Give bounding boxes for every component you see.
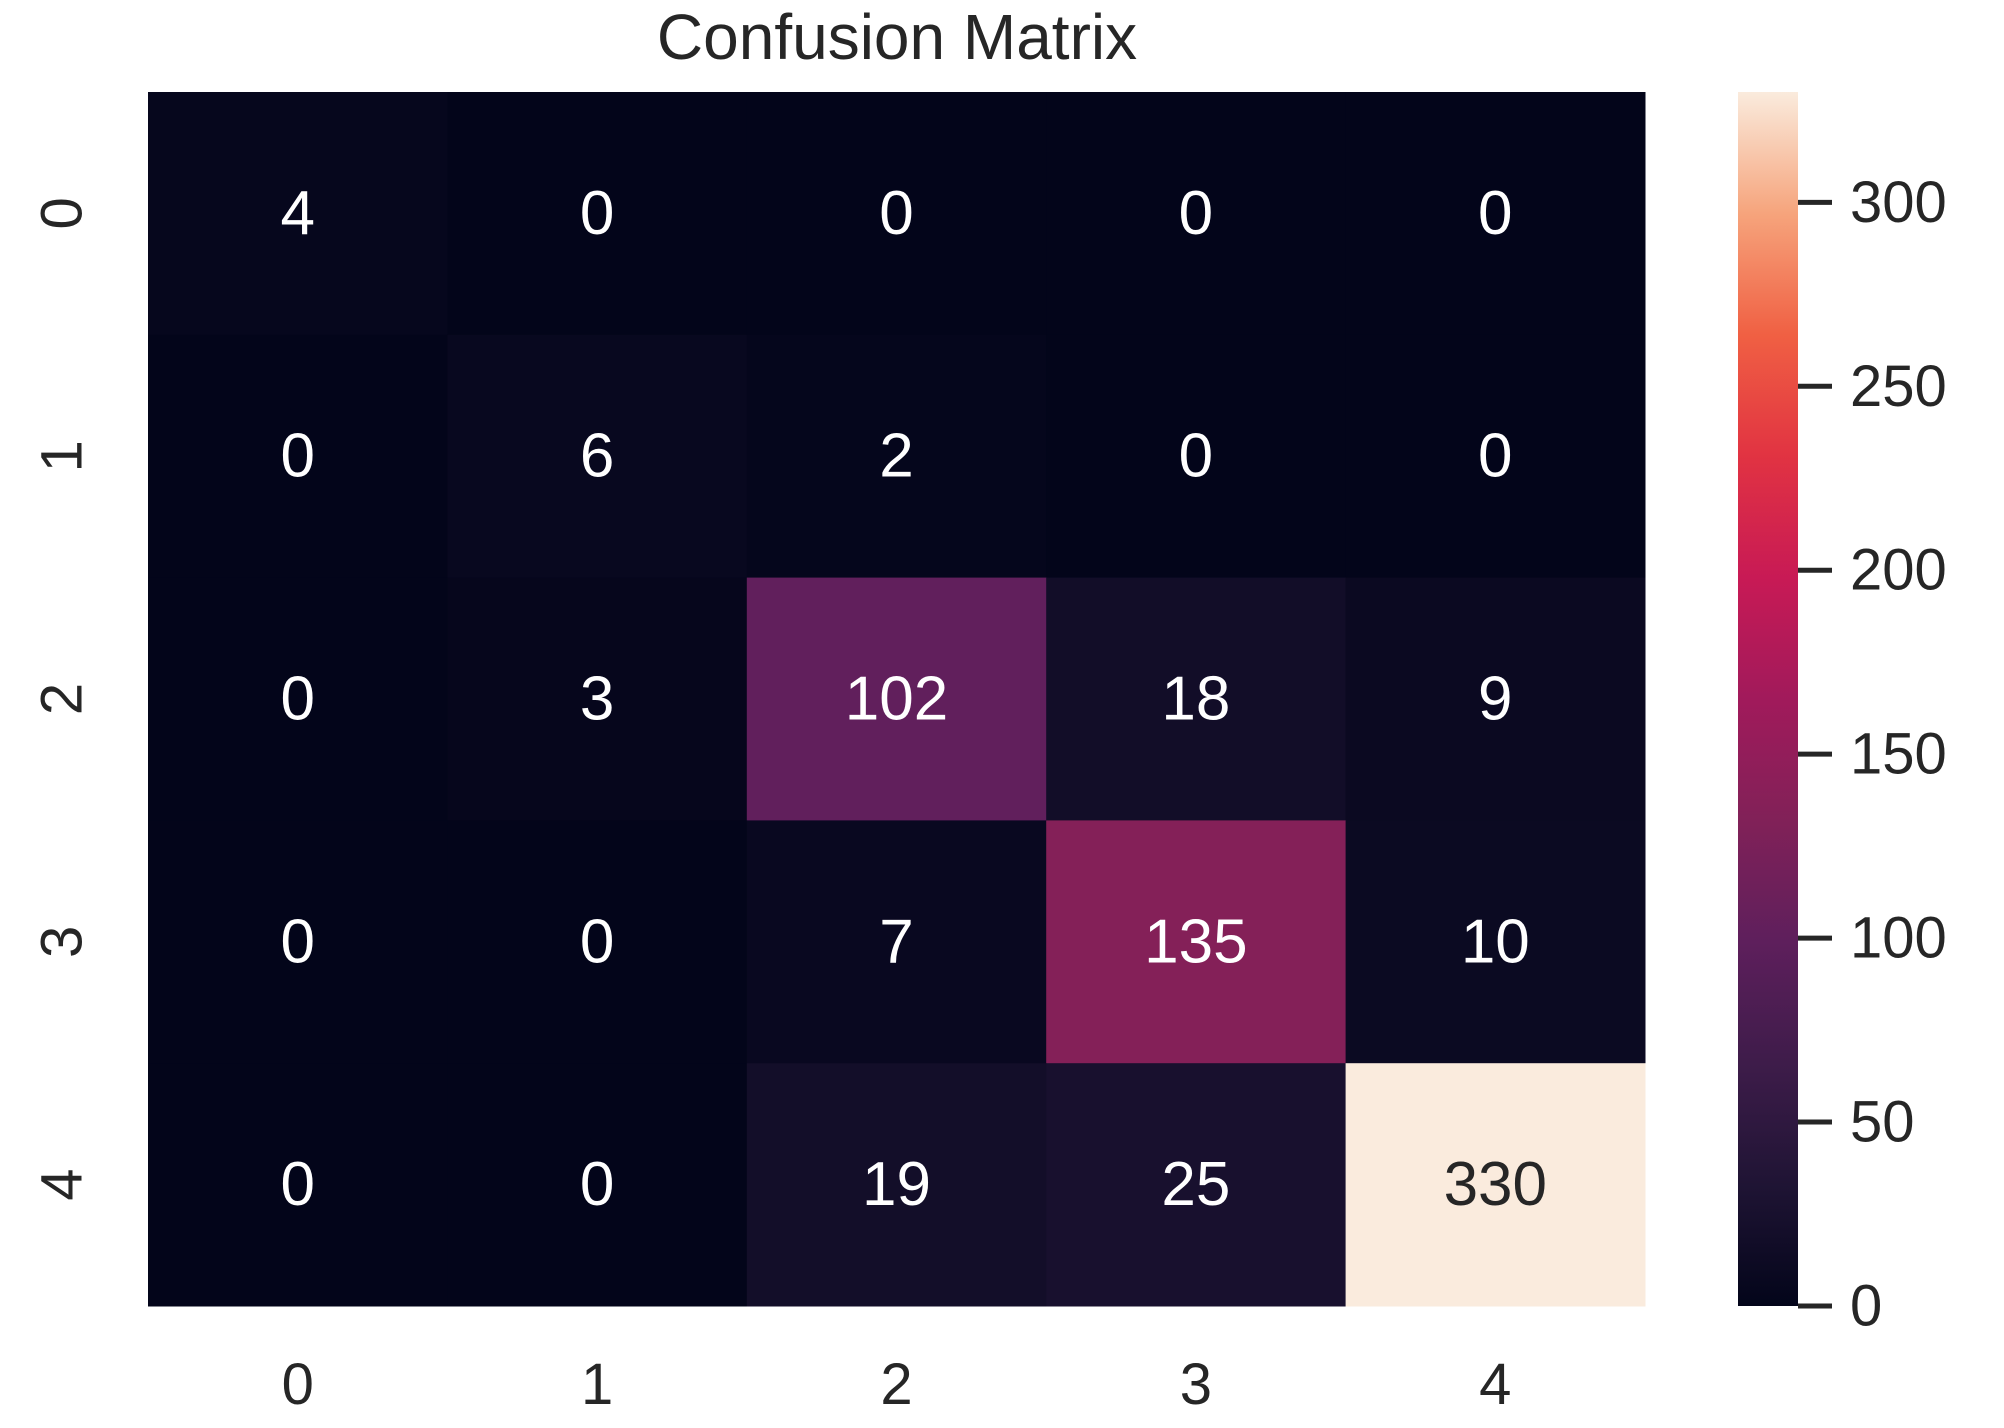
- colorbar-tick-label-5: 250: [1850, 354, 1947, 419]
- x-tick-label-1: 1: [581, 1352, 613, 1417]
- heatmap-cells: [148, 92, 1646, 1307]
- heatmap-cell-r3-c4: [1345, 820, 1646, 1064]
- heatmap-cell-r1-c1: [447, 334, 748, 579]
- heatmap-cell-r1-c2: [746, 334, 1047, 579]
- y-axis-ticks: 0 1 2 3 4: [30, 197, 95, 1200]
- cell-value-r1-c4: 0: [1478, 422, 1512, 491]
- cell-value-r2-c3: 18: [1161, 665, 1230, 734]
- heatmap-cell-r2-c4: [1345, 577, 1646, 821]
- heatmap-cell-r1-c4: [1345, 334, 1646, 579]
- cell-value-r4-c0: 0: [280, 1150, 314, 1219]
- heatmap-cell-labels: 4 0 0 0 0 0 6 2 0 0 0 3 102 18 9 0 0 7 135 10 0 0 19 25 330: [280, 179, 1547, 1219]
- heatmap-cell-r1-c0: [148, 334, 448, 579]
- heatmap-cell-r3-c3: [1046, 820, 1347, 1064]
- cell-value-r4-c1: 0: [580, 1150, 614, 1219]
- cell-value-r4-c4: 330: [1444, 1150, 1547, 1219]
- y-tick-label-3: 3: [30, 926, 95, 958]
- x-tick-label-2: 2: [880, 1352, 912, 1417]
- x-tick-label-4: 4: [1479, 1352, 1511, 1417]
- heatmap-cell-r3-c0: [148, 820, 448, 1064]
- heatmap-cell-r3-c2: [746, 820, 1047, 1064]
- cell-value-r1-c1: 6: [580, 422, 614, 491]
- y-tick-label-2: 2: [30, 683, 95, 715]
- cell-value-r1-c0: 0: [280, 422, 314, 491]
- cell-value-r3-c4: 10: [1461, 907, 1530, 976]
- heatmap-cell-r0-c4: [1345, 92, 1646, 336]
- colorbar-ticks: 0 50 100 150 200 250 300: [1798, 170, 1947, 1339]
- cell-value-r4-c3: 25: [1161, 1150, 1230, 1219]
- heatmap-cell-r1-c3: [1046, 334, 1347, 579]
- cell-value-r2-c2: 102: [845, 665, 948, 734]
- cell-value-r0-c0: 4: [280, 179, 314, 248]
- colorbar-tick-label-1: 50: [1850, 1090, 1915, 1155]
- colorbar-tick-label-2: 100: [1850, 906, 1947, 971]
- heatmap-cell-r4-c3: [1046, 1063, 1347, 1307]
- colorbar-tick-label-0: 0: [1850, 1274, 1882, 1339]
- cell-value-r0-c2: 0: [879, 179, 913, 248]
- colorbar-tick-label-6: 300: [1850, 170, 1947, 235]
- colorbar-tick-label-4: 200: [1850, 538, 1947, 603]
- cell-value-r4-c2: 19: [862, 1150, 931, 1219]
- heatmap-cell-r0-c0: [148, 92, 448, 336]
- heatmap-cell-r0-c1: [447, 92, 748, 336]
- cell-value-r2-c1: 3: [580, 665, 614, 734]
- cell-value-r3-c2: 7: [879, 907, 913, 976]
- y-tick-label-1: 1: [30, 440, 95, 472]
- colorbar: [1738, 92, 1798, 1306]
- heatmap-cell-r3-c1: [447, 820, 748, 1064]
- heatmap-cell-r2-c0: [148, 577, 448, 821]
- heatmap-cell-r0-c2: [746, 92, 1047, 336]
- cell-value-r3-c0: 0: [280, 907, 314, 976]
- y-tick-label-4: 4: [30, 1168, 95, 1200]
- chart-title: Confusion Matrix: [657, 1, 1137, 73]
- x-tick-label-0: 0: [282, 1352, 314, 1417]
- x-axis-ticks: 0 1 2 3 4: [282, 1352, 1512, 1417]
- x-tick-label-3: 3: [1180, 1352, 1212, 1417]
- y-tick-label-0: 0: [30, 197, 95, 229]
- heatmap-cell-r2-c3: [1046, 577, 1347, 821]
- heatmap-cell-r4-c4: [1345, 1063, 1646, 1307]
- cell-value-r2-c4: 9: [1478, 665, 1512, 734]
- heatmap-cell-r4-c1: [447, 1063, 748, 1307]
- cell-value-r3-c3: 135: [1144, 907, 1247, 976]
- heatmap-cell-r4-c2: [746, 1063, 1047, 1307]
- cell-value-r3-c1: 0: [580, 907, 614, 976]
- cell-value-r1-c2: 2: [879, 422, 913, 491]
- cell-value-r0-c3: 0: [1179, 179, 1213, 248]
- heatmap-cell-r0-c3: [1046, 92, 1347, 336]
- cell-value-r0-c4: 0: [1478, 179, 1512, 248]
- cell-value-r2-c0: 0: [280, 665, 314, 734]
- cell-value-r0-c1: 0: [580, 179, 614, 248]
- heatmap-cell-r4-c0: [148, 1063, 448, 1307]
- heatmap-cell-r2-c1: [447, 577, 748, 821]
- colorbar-tick-label-3: 150: [1850, 722, 1947, 787]
- cell-value-r1-c3: 0: [1179, 422, 1213, 491]
- heatmap-cell-r2-c2: [746, 577, 1047, 821]
